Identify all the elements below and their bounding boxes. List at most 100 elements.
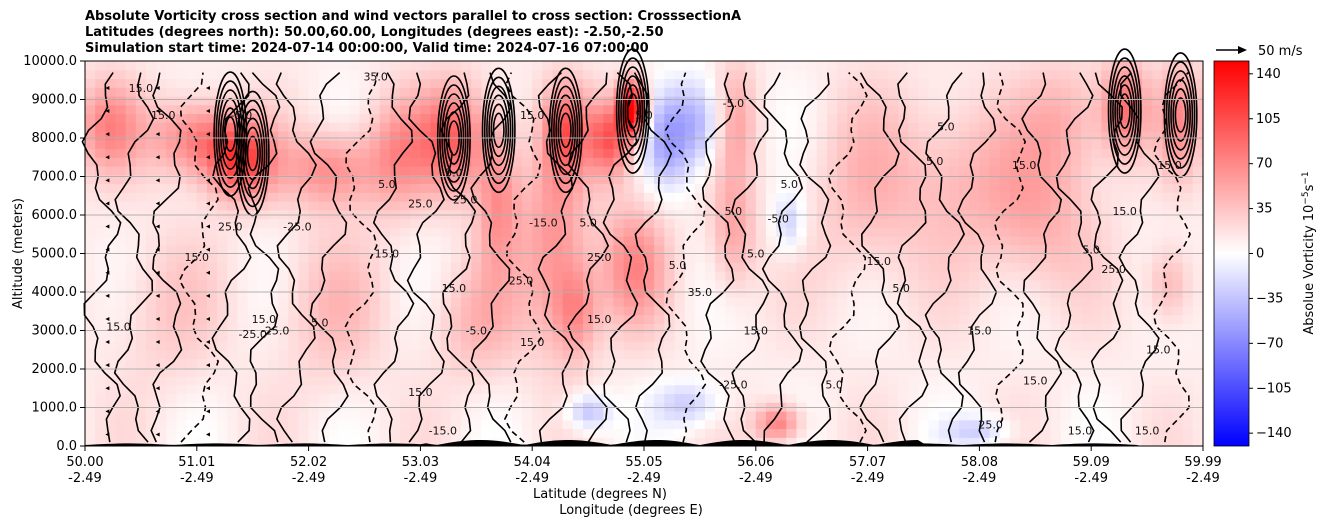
field-cell	[745, 174, 757, 185]
field-cell	[1152, 69, 1163, 80]
field-cell	[704, 183, 716, 193]
field-cell	[318, 341, 330, 351]
field-cell	[644, 332, 655, 342]
field-cell	[1060, 314, 1072, 325]
field-cell	[1121, 393, 1133, 403]
field-cell	[999, 201, 1011, 211]
field-cell	[1020, 148, 1031, 158]
field-cell	[877, 419, 889, 430]
field-cell	[410, 349, 421, 360]
field-cell	[125, 288, 137, 298]
field-cell	[654, 297, 665, 307]
field-cell	[339, 314, 350, 325]
field-cell	[796, 323, 808, 333]
field-cell	[511, 157, 523, 167]
field-cell	[826, 61, 838, 71]
field-cell	[511, 437, 523, 447]
field-cell	[400, 306, 411, 316]
field-cell	[908, 411, 920, 421]
field-cell	[857, 349, 869, 360]
field-cell	[105, 201, 117, 211]
field-cell	[826, 411, 838, 421]
field-cell	[1192, 148, 1204, 158]
field-cell	[959, 288, 970, 298]
field-cell	[948, 69, 960, 80]
field-cell	[623, 376, 635, 386]
field-cell	[694, 323, 706, 333]
field-cell	[440, 209, 452, 220]
field-cell	[257, 376, 269, 386]
field-cell	[1101, 227, 1113, 237]
field-cell	[867, 279, 879, 290]
field-cell	[857, 183, 869, 193]
field-cell	[298, 183, 310, 193]
field-cell	[745, 384, 757, 395]
field-cell	[501, 201, 513, 211]
field-cell	[461, 402, 472, 412]
field-cell	[339, 271, 350, 281]
field-cell	[501, 376, 513, 386]
field-cell	[267, 201, 279, 211]
field-cell	[145, 358, 157, 368]
field-cell	[603, 104, 615, 115]
field-cell	[85, 183, 96, 193]
field-cell	[959, 157, 970, 167]
field-cell	[959, 209, 970, 220]
field-cell	[603, 279, 615, 290]
field-cell	[918, 279, 930, 290]
field-cell	[826, 358, 838, 368]
field-cell	[410, 288, 421, 298]
field-cell	[816, 131, 828, 141]
contour-cluster-ring	[553, 85, 579, 176]
field-cell	[999, 87, 1011, 97]
contour-labels: 15.015.025.015.0-25.0-25.05.015.05.025.0…	[106, 70, 1182, 437]
field-cell	[603, 306, 615, 316]
field-cell	[186, 61, 198, 71]
field-cell	[725, 271, 737, 281]
field-cell	[654, 131, 665, 141]
field-cell	[389, 402, 401, 412]
field-cell	[115, 96, 127, 106]
field-cell	[1101, 131, 1113, 141]
field-cell	[542, 192, 554, 202]
field-cell	[176, 376, 188, 386]
field-cell	[400, 279, 411, 290]
contour-label: 5.0	[825, 378, 843, 391]
field-cell	[237, 437, 249, 447]
field-cell	[857, 358, 869, 368]
field-cell	[1131, 122, 1143, 132]
field-cell	[166, 376, 178, 386]
field-cell	[115, 297, 127, 307]
title-line-2: Latitudes (degrees north): 50.00,60.00, …	[85, 25, 664, 40]
field-cell	[1040, 96, 1052, 106]
field-cell	[339, 419, 350, 430]
field-cell	[461, 411, 472, 421]
field-cell	[501, 349, 513, 360]
field-cell	[613, 306, 625, 316]
field-cell	[511, 419, 523, 430]
field-cell	[1111, 244, 1123, 255]
field-cell	[125, 349, 137, 360]
field-cell	[1050, 236, 1062, 246]
field-cell	[623, 131, 635, 141]
field-cell	[1030, 148, 1041, 158]
field-cell	[379, 419, 391, 430]
field-cell	[1081, 279, 1092, 290]
field-cell	[1009, 78, 1021, 88]
field-cell	[400, 104, 411, 115]
field-cell	[176, 122, 188, 132]
field-cell	[491, 419, 503, 430]
field-cell	[257, 253, 269, 263]
field-cell	[857, 78, 869, 88]
field-cell	[623, 384, 635, 395]
field-cell	[796, 96, 808, 106]
contour-label: 25.0	[453, 193, 478, 206]
field-cell	[1060, 384, 1072, 395]
field-cell	[1070, 428, 1082, 438]
contour-label: -25.0	[261, 324, 289, 337]
field-cell	[85, 78, 96, 88]
field-cell	[1111, 323, 1123, 333]
field-cell	[1081, 218, 1092, 228]
field-cell	[1020, 218, 1031, 228]
field-cell	[654, 69, 665, 80]
